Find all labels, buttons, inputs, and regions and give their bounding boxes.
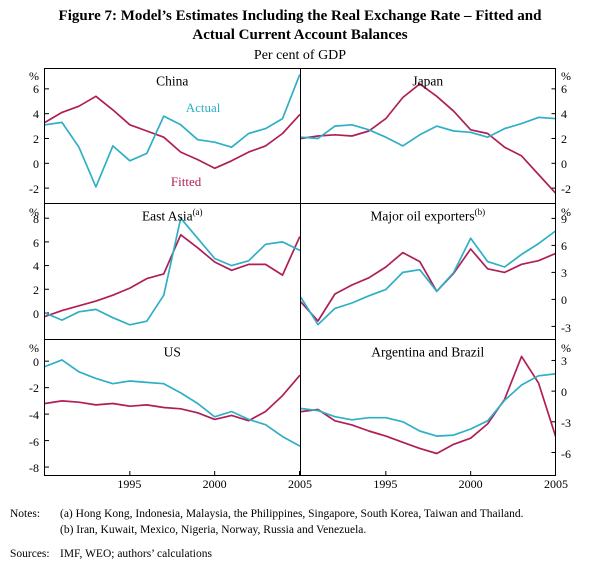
chart-row-1: % 6 4 2 0 -2 China Actual Fitted Japan % 6 4 2 0 -2 bbox=[8, 68, 592, 205]
panels-row-2: East Asia(a) Major oil exporters(b) bbox=[44, 204, 556, 341]
plot-canvas bbox=[45, 74, 300, 189]
figure-title-line1: Figure 7: Model’s Estimates Including th… bbox=[58, 8, 542, 24]
y-tick-label: -3 bbox=[561, 415, 571, 430]
notes-row: Notes: (a) Hong Kong, Indonesia, Malaysi… bbox=[10, 507, 590, 538]
figure-title-line2: Actual Current Account Balances bbox=[192, 27, 408, 44]
x-tick-label: 2005 bbox=[288, 477, 312, 492]
axis-unit-label: % bbox=[29, 205, 39, 220]
fitted-line bbox=[300, 248, 555, 323]
axis-unit-label: % bbox=[561, 341, 571, 356]
y-tick-label: -4 bbox=[29, 408, 39, 423]
y-tick-label: 2 bbox=[33, 131, 39, 146]
y-tick-label: 4 bbox=[561, 106, 567, 121]
y-tick-label: 6 bbox=[33, 235, 39, 250]
y-axis-left-china: % 6 4 2 0 -2 bbox=[8, 68, 44, 204]
y-tick-label: 0 bbox=[33, 157, 39, 172]
sources-row: Sources: IMF, WEO; authors’ calculations bbox=[10, 547, 590, 563]
y-tick-label: 2 bbox=[561, 131, 567, 146]
chart-row-2: % 8 6 4 2 0 East Asia(a) Major oil exporters(… bbox=[8, 204, 592, 341]
x-axis-labels-right-column: 1995 2000 2005 bbox=[300, 476, 568, 493]
panels-row-3: US Argentina and Brazil bbox=[44, 340, 556, 477]
y-tick-label: 4 bbox=[33, 259, 39, 274]
axis-unit-label: % bbox=[29, 341, 39, 356]
x-axis-labels: 1995 2000 2005 1995 2000 2005 bbox=[8, 476, 592, 493]
y-tick-label: -2 bbox=[29, 381, 39, 396]
y-tick-label: 0 bbox=[561, 384, 567, 399]
note-a: (a) Hong Kong, Indonesia, Malaysia, the … bbox=[60, 508, 524, 521]
plot-canvas bbox=[300, 355, 555, 476]
axis-unit-label: % bbox=[561, 69, 571, 84]
notes-block: Notes: (a) Hong Kong, Indonesia, Malaysi… bbox=[10, 507, 590, 563]
y-tick-label: 0 bbox=[33, 307, 39, 322]
y-tick-label: 0 bbox=[561, 157, 567, 172]
panel-us: US bbox=[44, 340, 301, 477]
y-tick-label: 9 bbox=[561, 211, 567, 226]
fitted-line bbox=[45, 375, 300, 422]
y-axis-right-japan: % 6 4 2 0 -2 bbox=[556, 68, 592, 204]
y-tick-label: -3 bbox=[561, 320, 571, 335]
axis-unit-label: % bbox=[29, 69, 39, 84]
actual-line bbox=[45, 74, 300, 189]
x-tick-label: 2005 bbox=[544, 477, 568, 492]
figure-subtitle: Per cent of GDP bbox=[253, 48, 347, 64]
plot-canvas bbox=[45, 217, 300, 327]
chart-row-3: % 0 -2 -4 -6 -8 US Argentina and Brazil % 3 0 -3… bbox=[8, 340, 592, 477]
y-axis-left-east-asia: % 8 6 4 2 0 bbox=[8, 204, 44, 340]
actual-line bbox=[300, 116, 555, 148]
panel-japan: Japan bbox=[300, 68, 556, 205]
x-tick-label: 1995 bbox=[373, 477, 398, 492]
fitted-line bbox=[45, 95, 300, 170]
y-tick-label: -2 bbox=[29, 182, 39, 197]
y-tick-label: 0 bbox=[33, 354, 39, 369]
x-tick-label: 2000 bbox=[458, 477, 483, 492]
y-tick-label: 6 bbox=[561, 239, 567, 254]
chart-area: % 6 4 2 0 -2 China Actual Fitted Japan % 6 4 2 0 -2… bbox=[8, 68, 592, 493]
y-tick-label: 0 bbox=[561, 293, 567, 308]
note-b: (b) Iran, Kuwait, Mexico, Nigeria, Norwa… bbox=[60, 523, 367, 536]
actual-line bbox=[300, 373, 555, 438]
y-axis-right-major-oil-exporters: % 9 6 3 0 -3 bbox=[556, 204, 592, 340]
y-axis-left-us: % 0 -2 -4 -6 -8 bbox=[8, 340, 44, 476]
x-axis-spacer-left bbox=[8, 476, 44, 493]
actual-line bbox=[300, 230, 555, 326]
y-tick-label: 3 bbox=[561, 266, 567, 281]
y-tick-label: 6 bbox=[33, 81, 39, 96]
sources-label: Sources: bbox=[10, 548, 50, 561]
plot-canvas bbox=[45, 359, 300, 476]
x-axis-labels-left-column: 1995 2000 2005 bbox=[44, 476, 312, 493]
y-tick-label: 4 bbox=[33, 106, 39, 121]
fitted-line bbox=[300, 355, 555, 455]
notes-text: (a) Hong Kong, Indonesia, Malaysia, the … bbox=[60, 507, 590, 538]
panel-argentina-brazil: Argentina and Brazil bbox=[300, 340, 556, 477]
plot-canvas bbox=[300, 218, 555, 328]
y-tick-label: 8 bbox=[33, 211, 39, 226]
y-tick-label: -6 bbox=[561, 446, 571, 461]
plot-canvas bbox=[300, 83, 555, 195]
notes-label: Notes: bbox=[10, 508, 41, 521]
y-tick-label: 3 bbox=[561, 353, 567, 368]
figure-title: Figure 7: Model’s Estimates Including th… bbox=[0, 0, 600, 45]
y-tick-label: 2 bbox=[33, 283, 39, 298]
panel-major-oil-exporters: Major oil exporters(b) bbox=[300, 204, 556, 341]
fitted-line bbox=[300, 83, 555, 195]
series-label-actual: Actual bbox=[185, 99, 221, 115]
y-tick-label: -2 bbox=[561, 182, 571, 197]
y-tick-label: 6 bbox=[561, 81, 567, 96]
actual-line bbox=[45, 217, 300, 327]
series-label-fitted: Fitted bbox=[170, 174, 202, 190]
y-tick-label: -6 bbox=[29, 434, 39, 449]
y-axis-right-argentina-brazil: % 3 0 -3 -6 bbox=[556, 340, 592, 476]
panel-china: China Actual Fitted bbox=[44, 68, 301, 205]
actual-line bbox=[45, 359, 300, 448]
y-tick-label: -8 bbox=[29, 461, 39, 476]
fitted-line bbox=[45, 234, 300, 318]
panel-east-asia: East Asia(a) bbox=[44, 204, 301, 341]
x-tick-label: 2000 bbox=[202, 477, 227, 492]
x-tick-label: 1995 bbox=[117, 477, 142, 492]
panels-row-1: China Actual Fitted Japan bbox=[44, 68, 556, 205]
axis-unit-label: % bbox=[561, 205, 571, 220]
sources-text: IMF, WEO; authors’ calculations bbox=[60, 548, 212, 561]
